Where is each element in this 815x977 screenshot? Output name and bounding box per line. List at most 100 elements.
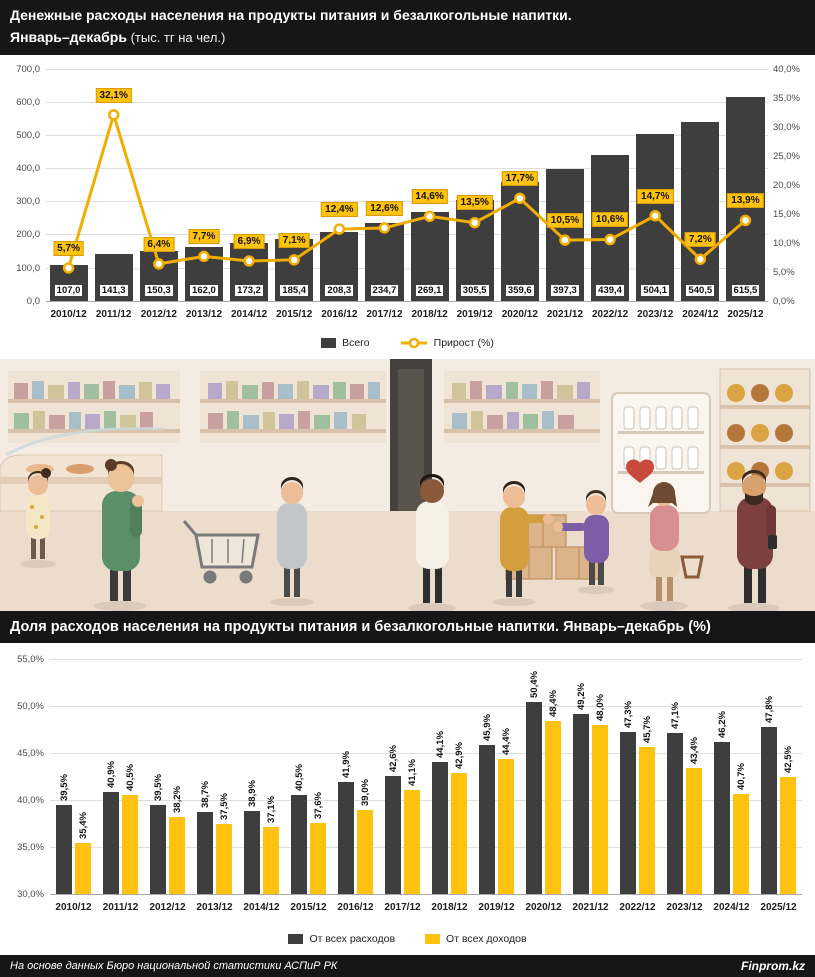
legend-item-incomes: От всех доходов <box>425 933 527 945</box>
bar-value-label: 540,5 <box>678 284 723 296</box>
bar-incomes <box>451 772 467 895</box>
growth-value-label: 10,5% <box>546 212 584 228</box>
y-right-tick: 20,0% <box>773 179 800 191</box>
bar-incomes <box>780 776 796 895</box>
bar-expenses <box>103 791 119 895</box>
legend-item-expenses: От всех расходов <box>288 933 395 945</box>
growth-value-label: 14,7% <box>637 188 674 204</box>
bar-value: 540,5 <box>686 284 715 296</box>
x-category-label: 2021/12 <box>572 902 609 914</box>
y-right-tick: 5,0% <box>773 266 795 278</box>
bar-value-label-rotated: 37,5% <box>218 792 230 820</box>
bar-total <box>591 155 630 301</box>
bar-incomes <box>686 768 702 895</box>
chart2-title: Доля расходов населения на продукты пита… <box>10 618 711 635</box>
bar-incomes <box>498 758 514 895</box>
line-swatch-icon <box>400 337 427 349</box>
y-tick: 30,0% <box>17 889 44 901</box>
bar-value: 397,3 <box>551 284 579 296</box>
bar-incomes <box>404 789 420 895</box>
x-category-label: 2016/12 <box>337 902 374 914</box>
bar-value-label-rotated: 39,5% <box>58 773 70 801</box>
bar-expenses <box>197 812 213 895</box>
x-category-label: 2022/12 <box>591 308 629 320</box>
legend-item-growth: Прирост (%) <box>400 337 494 349</box>
bar-value: 359,6 <box>505 284 534 296</box>
y-left-tick: 500,0 <box>16 130 40 142</box>
x-category-label: 2010/12 <box>55 902 92 914</box>
chart1-title-line1: Денежные расходы населения на продукты п… <box>10 7 572 23</box>
growth-value-label: 7,1% <box>278 232 310 248</box>
x-category-label: 2012/12 <box>140 308 177 320</box>
bar-expenses <box>714 741 730 895</box>
bar-value-label: 397,3 <box>542 284 587 296</box>
y-tick: 55,0% <box>17 654 44 666</box>
source-note: На основе данных Бюро национальной стати… <box>10 960 338 973</box>
bar-expenses <box>620 731 636 895</box>
bar-expenses <box>761 726 777 895</box>
footer: На основе данных Бюро национальной стати… <box>0 955 815 977</box>
bar-value: 107,0 <box>54 284 83 296</box>
bar-value-label-rotated: 40,5% <box>293 764 305 792</box>
bar-incomes <box>592 724 608 895</box>
x-category-label: 2018/12 <box>411 308 448 320</box>
x-category-label: 2024/12 <box>682 308 719 320</box>
bar-value: 185,4 <box>280 284 309 296</box>
bar-expenses <box>150 804 166 895</box>
y-right-tick: 25,0% <box>773 150 800 162</box>
bar-value-label: 162,0 <box>181 284 226 296</box>
bar-value-label-rotated: 41,9% <box>340 751 352 779</box>
bar-expenses <box>573 713 589 895</box>
bar-expenses <box>667 733 683 895</box>
y-right-tick: 35,0% <box>773 92 800 104</box>
x-category-label: 2025/12 <box>727 308 764 320</box>
x-category-label: 2020/12 <box>525 902 562 914</box>
gridline <box>46 300 768 302</box>
bar-value-label-rotated: 42,9% <box>453 741 465 769</box>
y-right-tick: 10,0% <box>773 237 800 249</box>
bar-value-label: 141,3 <box>91 284 136 296</box>
bar-value-label-rotated: 47,3% <box>622 700 634 728</box>
bar-value-label: 173,2 <box>227 284 272 296</box>
bar-value-label: 615,5 <box>723 284 768 296</box>
x-category-label: 2013/12 <box>185 308 223 320</box>
bar-swatch-icon <box>321 337 337 348</box>
y-left-tick: 700,0 <box>16 63 40 75</box>
x-category-label: 2019/12 <box>456 308 493 320</box>
bar-value: 173,2 <box>235 284 263 296</box>
bar-value-label-rotated: 42,6% <box>387 744 399 772</box>
bar-incomes <box>733 793 749 895</box>
x-category-label: 2016/12 <box>321 308 358 320</box>
bar-value-label-rotated: 40,5% <box>124 764 136 792</box>
gridline <box>50 659 802 661</box>
bar-value: 150,3 <box>144 284 173 296</box>
bar-value: 162,0 <box>190 284 218 296</box>
x-category-label: 2017/12 <box>366 308 403 320</box>
chart2-header: Доля расходов населения на продукты пита… <box>0 610 815 644</box>
growth-value-label: 6,9% <box>233 233 265 249</box>
y-left-tick: 100,0 <box>16 262 40 274</box>
bar-value-label: 305,5 <box>452 284 497 296</box>
gridline <box>50 800 802 802</box>
bar-expenses <box>244 810 260 895</box>
bar-value-label: 185,4 <box>272 284 317 296</box>
bar-total <box>636 133 675 301</box>
bar-value-label-rotated: 49,2% <box>575 682 587 710</box>
growth-value-label: 6,4% <box>143 236 175 252</box>
bar-incomes <box>263 827 279 895</box>
bar-value-label-rotated: 46,2% <box>716 710 728 738</box>
growth-value-label: 7,2% <box>684 232 716 248</box>
x-category-label: 2012/12 <box>149 902 186 914</box>
bar-value-label-rotated: 47,1% <box>669 702 681 730</box>
bar-incomes <box>216 823 232 895</box>
x-category-label: 2020/12 <box>501 308 538 320</box>
x-category-label: 2010/12 <box>50 308 87 320</box>
bar-value-label-rotated: 37,1% <box>265 796 277 824</box>
bar-value: 504,1 <box>641 284 670 296</box>
bar-value-label: 439,4 <box>588 284 633 296</box>
bar-total <box>545 169 584 301</box>
growth-value-label: 7,7% <box>188 229 220 245</box>
bar-value: 141,3 <box>99 284 128 296</box>
chart1-title-line2: Январь–декабрь (тыс. тг на чел.) <box>10 29 226 46</box>
chart1-legend: Всего Прирост (%) <box>0 330 815 359</box>
